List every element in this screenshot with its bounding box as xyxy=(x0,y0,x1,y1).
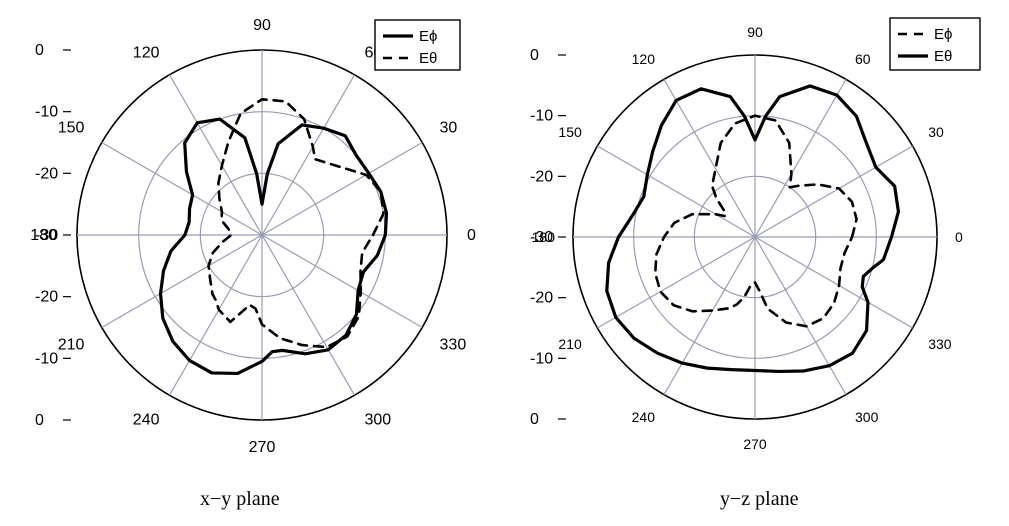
angle-tick-label: 0 xyxy=(467,227,476,244)
legend: Eϕ Eθ xyxy=(375,20,460,70)
grid-spoke xyxy=(755,79,846,237)
angle-tick-label: 240 xyxy=(632,409,656,425)
radial-tick-label: -20 xyxy=(530,290,553,307)
radial-tick-label: -30 xyxy=(35,227,58,244)
grid-spoke xyxy=(170,75,263,235)
legend-label: Eθ xyxy=(419,50,437,67)
grid-spoke xyxy=(755,146,913,237)
polar-panel-left: 03060901201501802102402703003300-10-20-3… xyxy=(30,17,476,456)
radial-tick-label: -10 xyxy=(35,104,58,121)
legend-label: Eθ xyxy=(934,48,952,65)
legend: Eϕ Eθ xyxy=(890,18,980,70)
angle-tick-label: 30 xyxy=(440,120,458,137)
caption-left: x−y plane xyxy=(200,488,280,511)
angle-tick-label: 210 xyxy=(558,336,582,352)
radial-tick-label: 0 xyxy=(35,42,44,59)
radial-tick-label: 0 xyxy=(530,47,539,64)
angle-tick-label: 0 xyxy=(955,229,963,245)
grid-spoke xyxy=(262,75,355,235)
angle-tick-label: 30 xyxy=(928,124,944,140)
angle-tick-label: 150 xyxy=(558,124,582,140)
angle-tick-label: 120 xyxy=(133,44,160,61)
angle-tick-label: 150 xyxy=(58,120,85,137)
series-Eϕ xyxy=(161,119,387,373)
angle-tick-label: 120 xyxy=(632,51,656,67)
angle-tick-label: 270 xyxy=(249,439,276,456)
figure-container: 03060901201501802102402703003300-10-20-3… xyxy=(0,0,1009,526)
angle-tick-label: 90 xyxy=(253,17,271,34)
radial-tick-label: 0 xyxy=(530,411,539,428)
angle-tick-label: 330 xyxy=(440,337,467,354)
radial-tick-label: -20 xyxy=(35,289,58,306)
angle-tick-label: 300 xyxy=(855,409,879,425)
grid-spoke xyxy=(170,235,263,395)
legend-label: Eϕ xyxy=(419,28,437,45)
polar-charts-svg: 03060901201501802102402703003300-10-20-3… xyxy=(0,0,1009,526)
grid-spoke xyxy=(597,146,755,237)
angle-tick-label: 90 xyxy=(747,24,763,40)
angle-tick-label: 330 xyxy=(928,336,952,352)
angle-tick-label: 270 xyxy=(743,436,767,452)
grid-spoke xyxy=(755,237,913,328)
angle-tick-label: 300 xyxy=(365,412,392,429)
grid-spoke xyxy=(102,143,262,236)
radial-tick-label: -10 xyxy=(35,350,58,367)
radial-tick-label: -10 xyxy=(530,350,553,367)
radial-tick-label: -10 xyxy=(530,108,553,125)
series-Eϕ xyxy=(655,116,856,327)
angle-tick-label: 60 xyxy=(855,51,871,67)
angle-tick-label: 210 xyxy=(58,337,85,354)
grid-spoke xyxy=(262,143,422,236)
radial-tick-label: -20 xyxy=(530,168,553,185)
grid-spoke xyxy=(102,235,262,328)
legend-label: Eϕ xyxy=(934,26,952,43)
radial-tick-label: -30 xyxy=(530,229,553,246)
caption-right: y−z plane xyxy=(720,488,798,511)
legend-box xyxy=(375,20,460,70)
grid-spoke xyxy=(262,235,355,395)
angle-tick-label: 240 xyxy=(133,412,160,429)
grid-spoke xyxy=(597,237,755,328)
radial-tick-label: 0 xyxy=(35,412,44,429)
polar-panel-right: 03060901201501802102402703003300-10-20-3… xyxy=(530,18,980,452)
radial-tick-label: -20 xyxy=(35,165,58,182)
grid-spoke xyxy=(262,235,422,328)
